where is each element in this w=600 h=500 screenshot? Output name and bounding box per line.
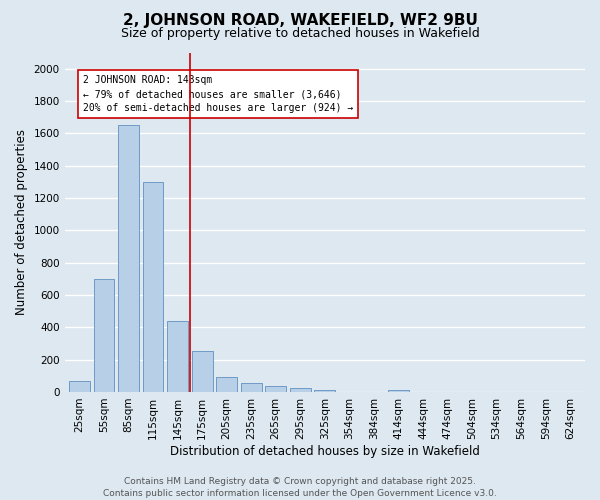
Bar xyxy=(290,388,311,392)
Text: Contains HM Land Registry data © Crown copyright and database right 2025.
Contai: Contains HM Land Registry data © Crown c… xyxy=(103,476,497,498)
Bar xyxy=(241,383,262,392)
Bar xyxy=(216,378,237,392)
Bar xyxy=(69,382,90,392)
Bar xyxy=(191,350,212,392)
Bar xyxy=(265,386,286,392)
Y-axis label: Number of detached properties: Number of detached properties xyxy=(15,129,28,315)
Text: Size of property relative to detached houses in Wakefield: Size of property relative to detached ho… xyxy=(121,28,479,40)
Bar xyxy=(94,279,115,392)
Bar xyxy=(143,182,163,392)
X-axis label: Distribution of detached houses by size in Wakefield: Distribution of detached houses by size … xyxy=(170,444,480,458)
Bar xyxy=(167,321,188,392)
Bar xyxy=(388,390,409,392)
Text: 2 JOHNSON ROAD: 143sqm
← 79% of detached houses are smaller (3,646)
20% of semi-: 2 JOHNSON ROAD: 143sqm ← 79% of detached… xyxy=(83,75,353,113)
Bar xyxy=(314,390,335,392)
Bar xyxy=(118,125,139,392)
Text: 2, JOHNSON ROAD, WAKEFIELD, WF2 9BU: 2, JOHNSON ROAD, WAKEFIELD, WF2 9BU xyxy=(122,12,478,28)
